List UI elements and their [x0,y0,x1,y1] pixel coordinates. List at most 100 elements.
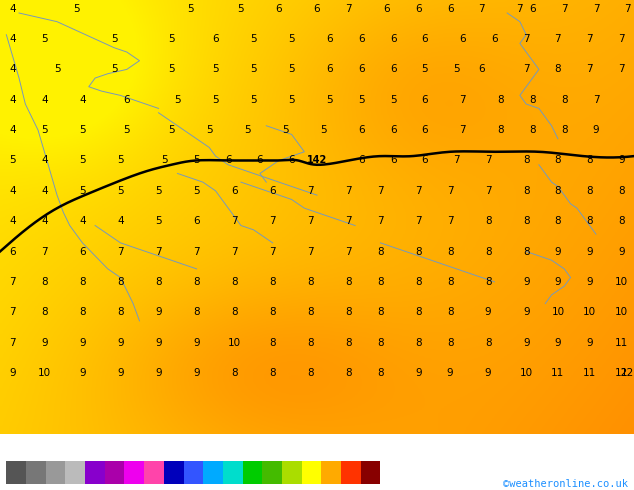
Text: 5: 5 [79,186,86,196]
Bar [6,461,26,484]
Text: 5: 5 [453,64,460,74]
Text: 9: 9 [555,246,561,257]
Bar [46,461,65,484]
Text: 7: 7 [586,64,593,74]
Text: 4: 4 [10,125,16,135]
Text: 9: 9 [586,338,593,347]
Text: 8: 8 [485,277,491,287]
Text: 9: 9 [10,368,16,378]
Text: 5: 5 [193,186,200,196]
Text: 6: 6 [10,246,16,257]
Text: 9: 9 [485,368,491,378]
Text: 4: 4 [10,64,16,74]
Text: 5: 5 [155,186,162,196]
Text: 4: 4 [10,34,16,44]
Text: 5: 5 [320,125,327,135]
Text: 4: 4 [10,3,16,14]
Text: 11: 11 [583,368,596,378]
Text: 7: 7 [41,246,48,257]
Bar [321,461,341,484]
Text: 6: 6 [358,155,365,166]
Text: 18: 18 [238,487,247,490]
Text: 8: 8 [231,307,238,317]
Text: 8: 8 [485,338,491,347]
Text: 5: 5 [288,64,295,74]
Text: 9: 9 [117,338,124,347]
Text: 5: 5 [250,34,257,44]
Text: -12: -12 [138,487,150,490]
Text: 7: 7 [155,246,162,257]
Text: 12: 12 [615,368,628,378]
Bar [302,461,321,484]
Text: 8: 8 [117,307,124,317]
Text: 8: 8 [498,95,504,105]
Text: 6: 6 [491,34,498,44]
Text: 8: 8 [485,216,491,226]
Text: 7: 7 [377,186,384,196]
Text: 7: 7 [618,64,624,74]
Text: 10: 10 [615,277,628,287]
Text: 7: 7 [415,186,422,196]
Text: 7: 7 [586,34,593,44]
Text: 6: 6 [288,155,295,166]
Text: 8: 8 [117,277,124,287]
Text: 6: 6 [422,125,428,135]
Text: 6: 6 [124,95,130,105]
Text: -54: -54 [0,487,13,490]
Text: 5: 5 [41,125,48,135]
Text: 8: 8 [415,277,422,287]
Text: 7: 7 [593,95,599,105]
Text: 9: 9 [79,338,86,347]
Text: -48: -48 [20,487,32,490]
Text: 9: 9 [586,277,593,287]
Bar [223,461,243,484]
Text: 8: 8 [269,277,276,287]
Text: 8: 8 [586,155,593,166]
Text: ©weatheronline.co.uk: ©weatheronline.co.uk [503,479,628,489]
Text: 9: 9 [523,338,529,347]
Text: 7: 7 [523,34,529,44]
Text: 30: 30 [278,487,286,490]
Text: 8: 8 [498,125,504,135]
Text: 5: 5 [162,155,168,166]
Text: 7: 7 [307,186,314,196]
Text: 4: 4 [79,95,86,105]
Text: 6: 6 [384,3,390,14]
Text: 7: 7 [377,216,384,226]
Text: 4: 4 [117,216,124,226]
Text: 6: 6 [390,125,396,135]
Text: 8: 8 [193,277,200,287]
Text: 7: 7 [346,216,352,226]
Text: 6: 6 [447,3,453,14]
Text: 5: 5 [250,95,257,105]
Text: 5: 5 [79,125,86,135]
Text: 4: 4 [10,216,16,226]
Bar [124,461,144,484]
Bar [85,461,105,484]
Text: 8: 8 [307,338,314,347]
Text: 4: 4 [10,186,16,196]
Text: 6: 6 [193,216,200,226]
Text: 36: 36 [297,487,306,490]
Text: 9: 9 [586,246,593,257]
Text: 9: 9 [117,368,124,378]
Text: -36: -36 [59,487,72,490]
Text: 7: 7 [10,307,16,317]
Text: 6: 6 [460,34,466,44]
Text: 5: 5 [168,34,174,44]
Text: 5: 5 [155,216,162,226]
Text: We 29-05-2024 18:00 UTC (18+48): We 29-05-2024 18:00 UTC (18+48) [418,438,628,448]
Text: 5: 5 [238,3,244,14]
Text: 7: 7 [618,34,624,44]
Text: 8: 8 [447,338,453,347]
Text: 7: 7 [193,246,200,257]
Text: 8: 8 [269,307,276,317]
Text: 8: 8 [231,368,238,378]
Text: 8: 8 [377,368,384,378]
Text: 8: 8 [346,307,352,317]
Text: 7: 7 [593,3,599,14]
Text: 8: 8 [307,368,314,378]
Text: 7: 7 [231,216,238,226]
Bar [282,461,302,484]
Text: 7: 7 [485,155,491,166]
